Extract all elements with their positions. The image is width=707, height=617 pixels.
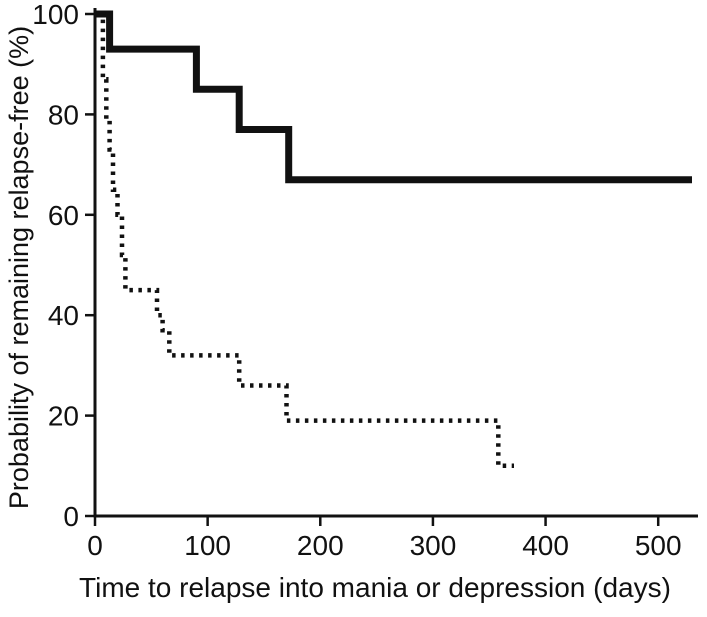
- x-tick-label: 200: [297, 530, 344, 561]
- y-tick-label: 0: [63, 501, 79, 532]
- x-axis-label: Time to relapse into mania or depression…: [79, 572, 671, 603]
- series-solid-curve: [95, 10, 692, 184]
- x-tick-label: 300: [410, 530, 457, 561]
- y-tick-label: 100: [32, 0, 79, 30]
- x-tick-label: 500: [635, 530, 682, 561]
- x-tick-label: 400: [522, 530, 569, 561]
- series-dotted-curve: [99, 11, 514, 469]
- y-tick-label: 20: [48, 401, 79, 432]
- x-tick-label: 0: [87, 530, 103, 561]
- x-tick-label: 100: [184, 530, 231, 561]
- y-tick-label: 60: [48, 200, 79, 231]
- y-tick-label: 40: [48, 300, 79, 331]
- y-tick-label: 80: [48, 99, 79, 130]
- y-axis-label: Probability of remaining relapse-free (%…: [4, 25, 34, 510]
